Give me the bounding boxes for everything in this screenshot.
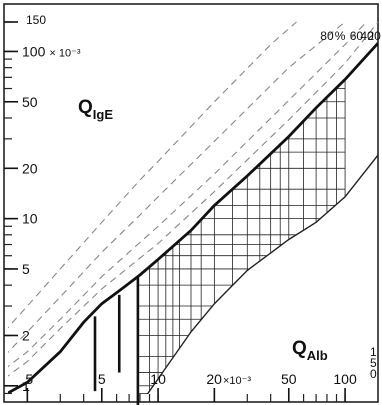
percent-label-1: %	[335, 29, 346, 43]
y-tick-label-6: 2	[22, 327, 30, 343]
x-tick-label-5: 100	[333, 371, 357, 387]
y-tick-suffix: × 10⁻³	[49, 47, 81, 59]
y-tick-label-1: 100 × 10⁻³	[22, 43, 81, 59]
percent-label-0: 80	[320, 29, 334, 43]
y-tick-label-0: 150	[26, 13, 46, 27]
percent-label-2: 60	[350, 29, 364, 43]
x-axis-title: QAlb	[292, 338, 328, 363]
x-tick-label-4: 50	[281, 371, 297, 387]
plot-frame	[3, 3, 379, 403]
y-tick-label-7: 1	[22, 378, 30, 394]
y-tick-label-5: 5	[22, 261, 30, 277]
y-tick-label-2: 50	[22, 94, 38, 110]
dashed-curve-20	[8, 21, 378, 377]
upper-reference-curve	[8, 42, 378, 394]
x-tick-suffix: ×10⁻³	[223, 375, 251, 387]
axes	[4, 21, 346, 402]
y-axis-title: QIgE	[78, 97, 113, 122]
percent-label-3: 40	[360, 29, 374, 43]
x-tick-label-3: 20×10⁻³	[206, 371, 251, 387]
x-tick-char-1: 5	[370, 356, 377, 370]
x-tick-char-0: 1	[370, 345, 377, 359]
curves	[8, 21, 378, 394]
x-tick-label-1: 5	[98, 371, 106, 387]
lower-limit-curve	[146, 154, 378, 394]
y-tick-label-4: 10	[22, 211, 38, 227]
y-tick-label-3: 20	[22, 160, 38, 176]
dashed-curve-60	[8, 21, 346, 354]
hatched-region	[138, 79, 346, 394]
x-tick-label-2: 10	[150, 371, 166, 387]
x-tick-label-0: .5	[22, 371, 34, 387]
dashed-curve-40	[8, 21, 367, 368]
dashed-curve-80	[8, 21, 297, 329]
x-tick-char-2: 0	[370, 367, 377, 381]
marker-bars	[93, 276, 140, 405]
percent-label-4: 20	[367, 29, 381, 43]
